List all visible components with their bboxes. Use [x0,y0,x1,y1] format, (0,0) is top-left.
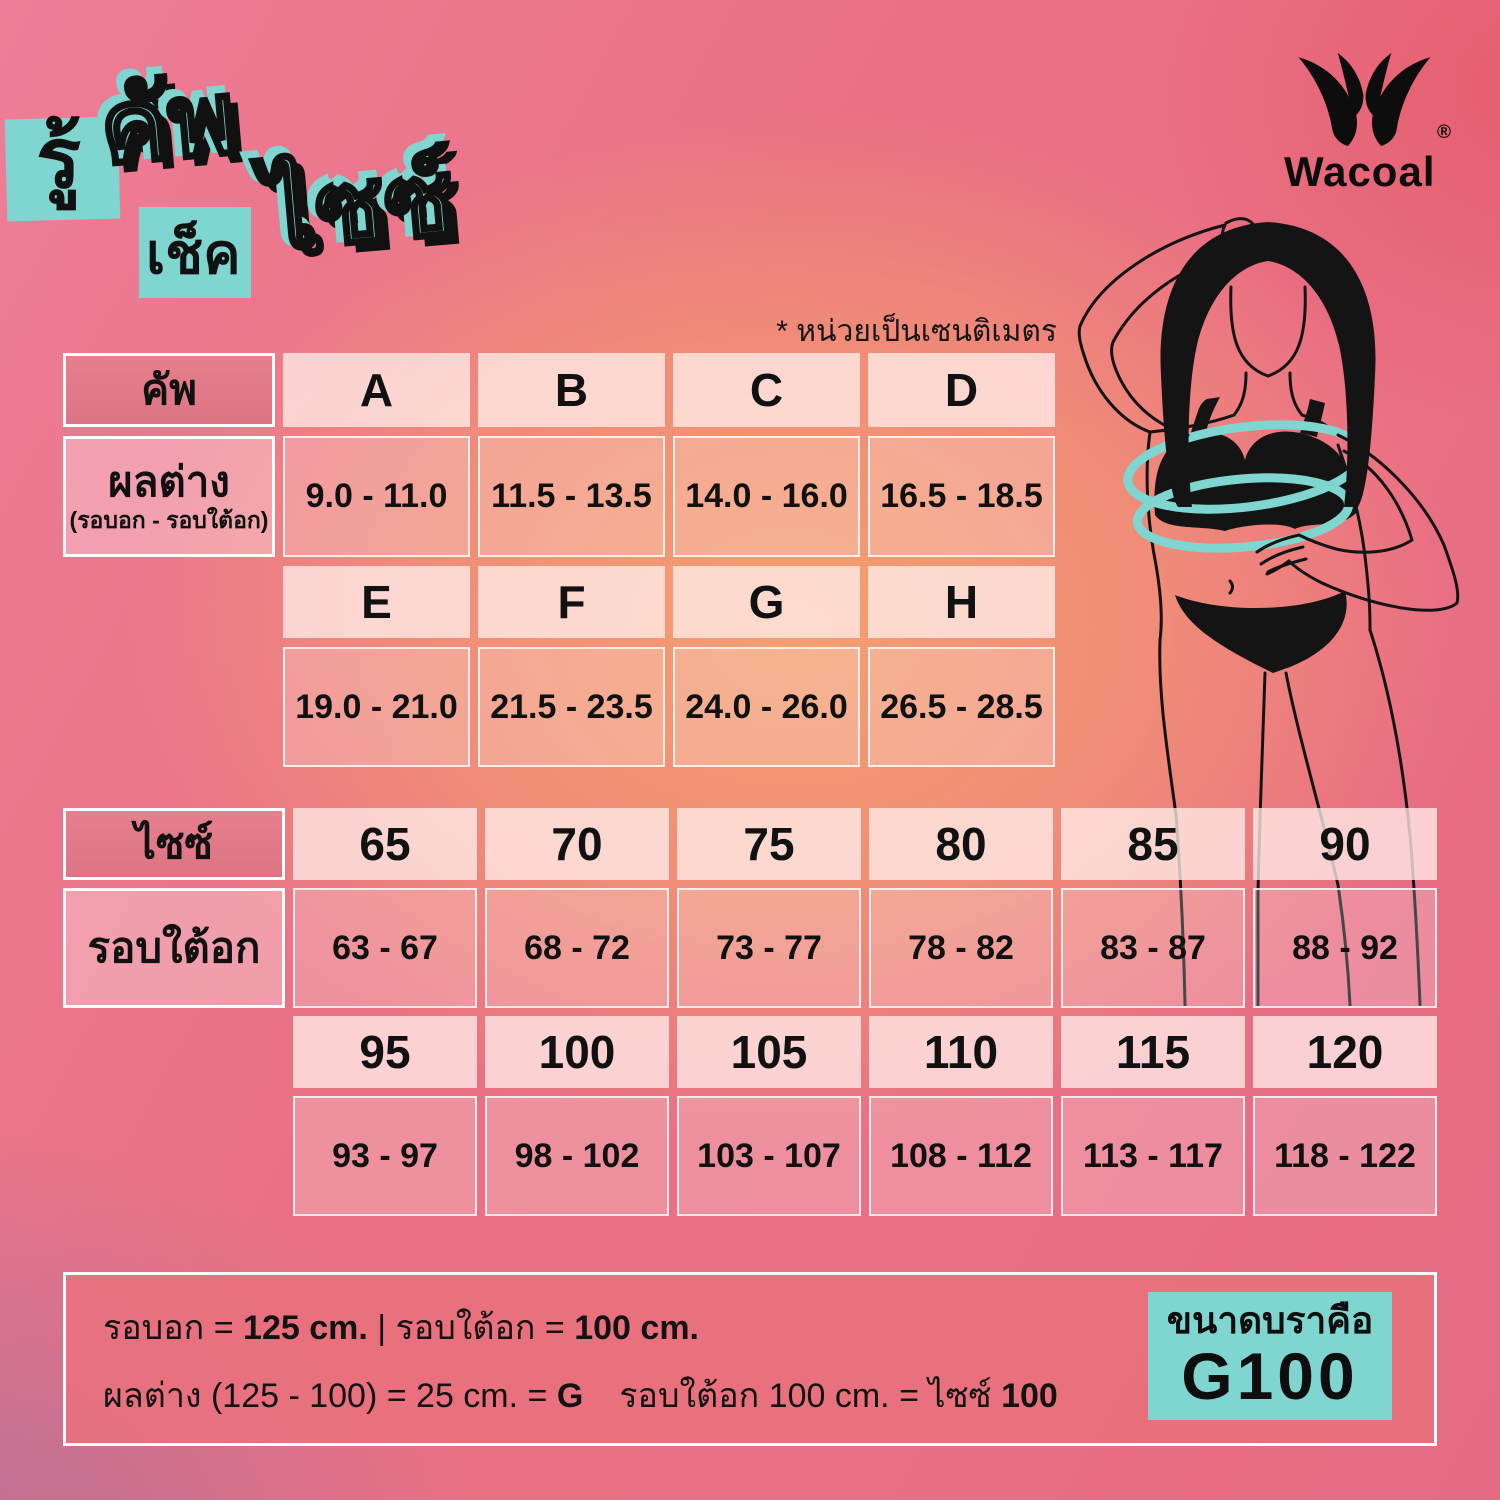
underbust-cell: 118 - 122 [1253,1096,1437,1216]
underbust-cell: 68 - 72 [485,888,669,1008]
empty-cell [63,1016,285,1088]
cup-diff-cell: 11.5 - 13.5 [478,436,665,557]
cup-diff-cell: 19.0 - 21.0 [283,647,470,767]
title-word-3: เช็ค [146,222,241,285]
size-header: 100 [485,1016,669,1088]
size-header: 85 [1061,808,1245,880]
result-value: G100 [1181,1338,1359,1413]
underbust-cell: 78 - 82 [869,888,1053,1008]
cup-table-row-label: ผลต่าง (รอบอก - รอบใต้อก) [63,436,275,557]
woman-measuring-illustration [1077,217,1460,1007]
size-header: 75 [677,808,861,880]
cup-diff-cell: 14.0 - 16.0 [673,436,860,557]
cup-header: G [673,566,860,638]
size-table-header-label: ไซซ์ [63,808,285,880]
title-teal-block-2 [139,207,251,298]
underbust-cell: 88 - 92 [1253,888,1437,1008]
size-table: ไซซ์ 65 70 75 80 85 90 รอบใต้อก 63 - 67 … [63,808,1437,1216]
row-label-sub: (รอบอก - รอบใต้อก) [69,507,269,534]
underbust-cell: 108 - 112 [869,1096,1053,1216]
example-line-2: ผลต่าง (125 - 100) = 25 cm. = G รอบใต้อก … [103,1377,1058,1415]
empty-cell [63,647,275,767]
unit-note: * หน่วยเป็นเซนติเมตร [776,315,1057,348]
empty-cell [63,1096,285,1216]
size-header: 65 [293,808,477,880]
size-header: 80 [869,808,1053,880]
size-header: 105 [677,1016,861,1088]
cup-diff-cell: 21.5 - 23.5 [478,647,665,767]
size-header: 115 [1061,1016,1245,1088]
cup-header: H [868,566,1055,638]
result-box: ขนาดบราคือ G100 [1148,1292,1392,1420]
underbust-cell: 73 - 77 [677,888,861,1008]
size-header: 95 [293,1016,477,1088]
row-label-main: รอบใต้อก [87,923,261,971]
example-line-1: รอบอก = 125 cm. | รอบใต้อก = 100 cm. [103,1309,699,1347]
cup-diff-cell: 26.5 - 28.5 [868,647,1055,767]
cup-table-header-label: คัพ [63,353,275,427]
cup-header: B [478,353,665,427]
cup-header: C [673,353,860,427]
row-label-main: ผลต่าง [108,458,230,506]
cup-header: E [283,566,470,638]
underbust-cell: 103 - 107 [677,1096,861,1216]
cup-header: A [283,353,470,427]
size-header: 70 [485,808,669,880]
title-word-1: รู้ [36,111,82,205]
cup-diff-cell: 24.0 - 26.0 [673,647,860,767]
cup-header: D [868,353,1055,427]
underbust-cell: 113 - 117 [1061,1096,1245,1216]
underbust-cell: 98 - 102 [485,1096,669,1216]
empty-cell [63,566,275,638]
cup-header: F [478,566,665,638]
result-label: ขนาดบราคือ [1166,1300,1374,1341]
size-header: 120 [1253,1016,1437,1088]
wacoal-logo-icon [1298,53,1431,146]
registered-mark: ® [1437,122,1451,143]
cup-diff-cell: 16.5 - 18.5 [868,436,1055,557]
underbust-cell: 63 - 67 [293,888,477,1008]
size-header: 110 [869,1016,1053,1088]
wacoal-wordmark: Wacoal [1284,148,1436,195]
size-table-row-label: รอบใต้อก [63,888,285,1008]
cup-table: คัพ A B C D ผลต่าง (รอบอก - รอบใต้อก) 9.… [63,353,1055,767]
underbust-cell: 83 - 87 [1061,888,1245,1008]
underbust-cell: 93 - 97 [293,1096,477,1216]
cup-diff-cell: 9.0 - 11.0 [283,436,470,557]
size-header: 90 [1253,808,1437,880]
